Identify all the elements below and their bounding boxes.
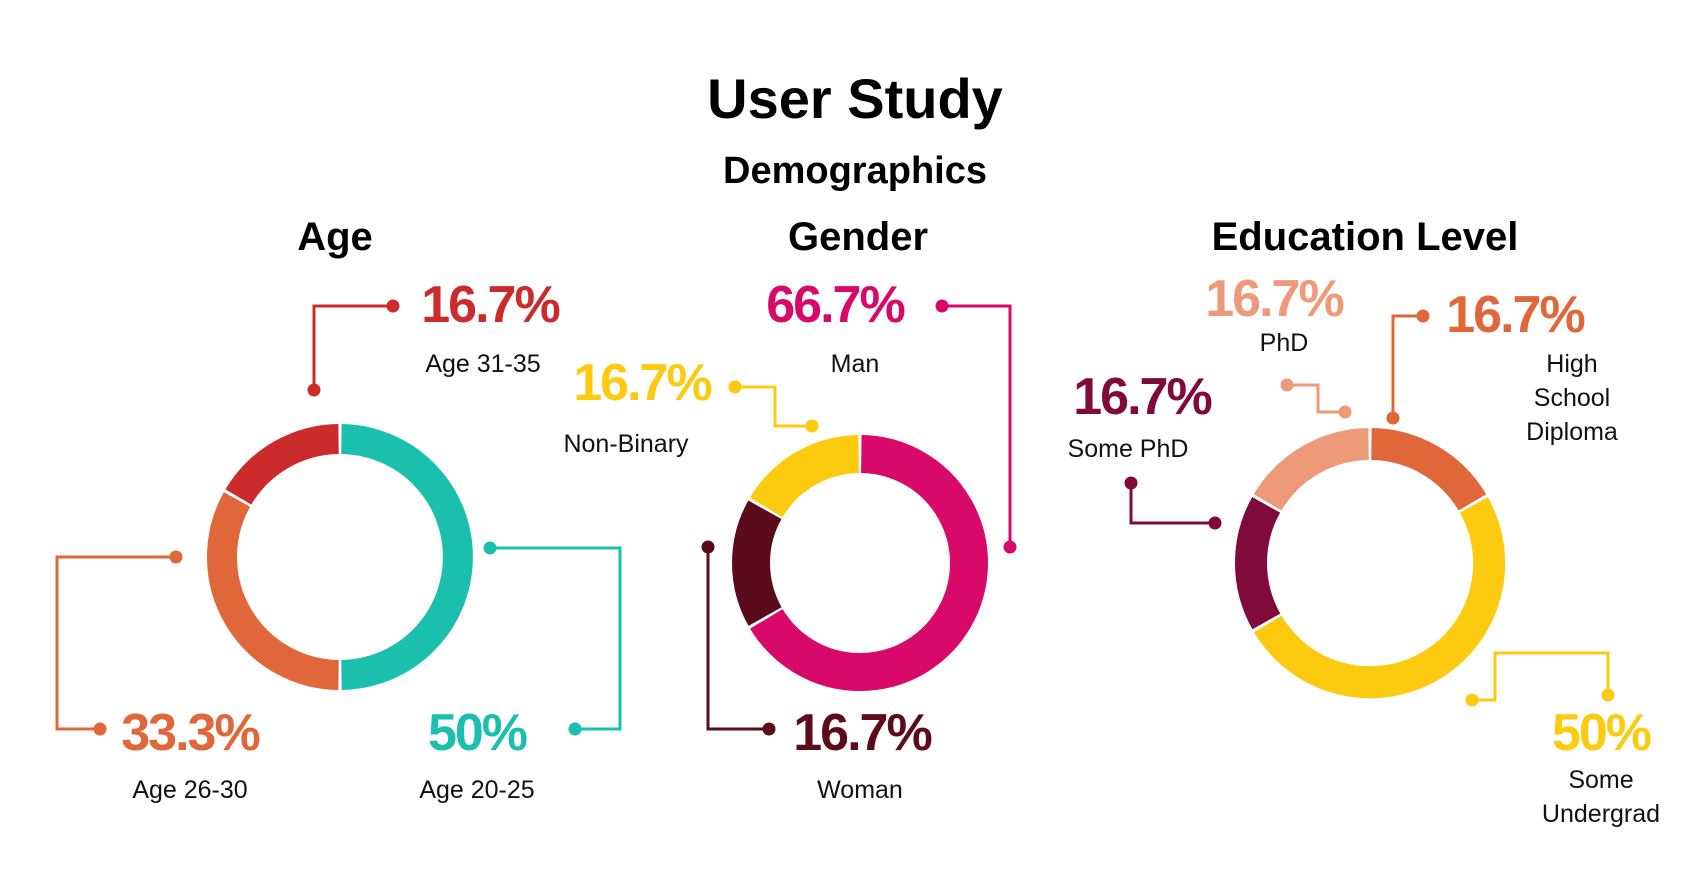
category-label-age-20-25: Age 20-25 [419, 776, 534, 804]
connector-line-high-school-diploma [1391, 314, 1423, 418]
category-label-man: Man [831, 350, 880, 378]
percent-label-some-phd: 16.7% [1073, 368, 1211, 426]
category-label-age-31-35: Age 31-35 [425, 350, 540, 378]
connector-line-man [942, 304, 1012, 547]
percent-label-age-31-35: 16.7% [421, 276, 559, 334]
connector-dot-man [935, 299, 949, 313]
subtitle: Demographics [723, 150, 987, 192]
education-chart-title: Education Level [1212, 215, 1519, 259]
category-label-age-26-30: Age 26-30 [132, 776, 247, 804]
main-title: User Study [707, 67, 1003, 130]
connector-line-age-20-25 [490, 546, 622, 731]
donut-charts [207, 424, 1506, 699]
category-label-woman: Woman [817, 776, 903, 804]
connector-line-woman [706, 547, 769, 731]
connector-dot-age-26-30 [93, 722, 107, 736]
percent-label-man: 66.7% [766, 276, 904, 334]
percent-label-woman: 16.7% [793, 704, 931, 762]
donut-slice-age-26-30 [207, 492, 340, 690]
connector-line-some-phd [1129, 483, 1215, 525]
donut-slice-man [750, 435, 988, 691]
connector-dot-high-school-diploma [1386, 411, 1400, 425]
donut-slice-high-school-diploma [1370, 428, 1487, 511]
donut-slice-some-undergrad [1254, 497, 1506, 699]
donut-slice-some-phd [1235, 497, 1281, 630]
percent-label-non-binary: 16.7% [573, 354, 711, 412]
connector-line-non-binary [735, 385, 812, 428]
connector-line-age-26-30 [55, 555, 176, 731]
connector-line-phd [1287, 383, 1345, 414]
connector-dot-high-school-diploma [1416, 309, 1430, 323]
connector-dot-some-undergrad [1465, 693, 1479, 707]
gender-chart-title: Gender [788, 215, 928, 259]
connector-dot-age-31-35 [386, 299, 400, 313]
percent-label-high-school-diploma: 16.7% [1446, 286, 1584, 344]
connector-dot-phd [1338, 405, 1352, 419]
category-label-some-phd: Some PhD [1068, 435, 1189, 463]
connector-dot-some-phd [1124, 476, 1138, 490]
connector-dot-age-31-35 [307, 383, 321, 397]
connector-dot-woman [762, 722, 776, 736]
connector-dot-phd [1280, 378, 1294, 392]
connector-dot-non-binary [805, 419, 819, 433]
category-label-non-binary: Non-Binary [563, 430, 689, 458]
category-label-high-school-diploma: High School Diploma [1526, 350, 1618, 446]
connector-dot-age-26-30 [169, 550, 183, 564]
connector-dot-non-binary [728, 380, 742, 394]
donut-slice-woman [732, 500, 782, 626]
donut-slice-phd [1253, 428, 1370, 511]
age-chart-title: Age [297, 215, 373, 259]
percent-label-age-26-30: 33.3% [121, 704, 259, 762]
percent-label-some-undergrad: 50% [1552, 704, 1651, 762]
connector-line-age-31-35 [312, 304, 393, 390]
donut-slice-non-binary [749, 435, 860, 518]
connector-dot-age-20-25 [483, 541, 497, 555]
connector-dot-woman [701, 540, 715, 554]
connector-line-some-undergrad [1472, 651, 1610, 702]
callouts: 50% Age 20-25 33.3% Age 26-30 16.7% Age 31-35… [55, 270, 1660, 828]
connector-dot-man [1003, 540, 1017, 554]
donut-slice-age-31-35 [225, 424, 340, 505]
connector-dot-age-20-25 [568, 722, 582, 736]
category-label-some-undergrad: Some Undergrad [1542, 766, 1660, 828]
percent-label-phd: 16.7% [1205, 270, 1343, 328]
percent-label-age-20-25: 50% [428, 704, 527, 762]
connector-dot-some-undergrad [1601, 688, 1615, 702]
category-label-phd: PhD [1260, 329, 1309, 357]
connector-dot-some-phd [1208, 516, 1222, 530]
donut-slice-age-20-25 [341, 424, 473, 690]
